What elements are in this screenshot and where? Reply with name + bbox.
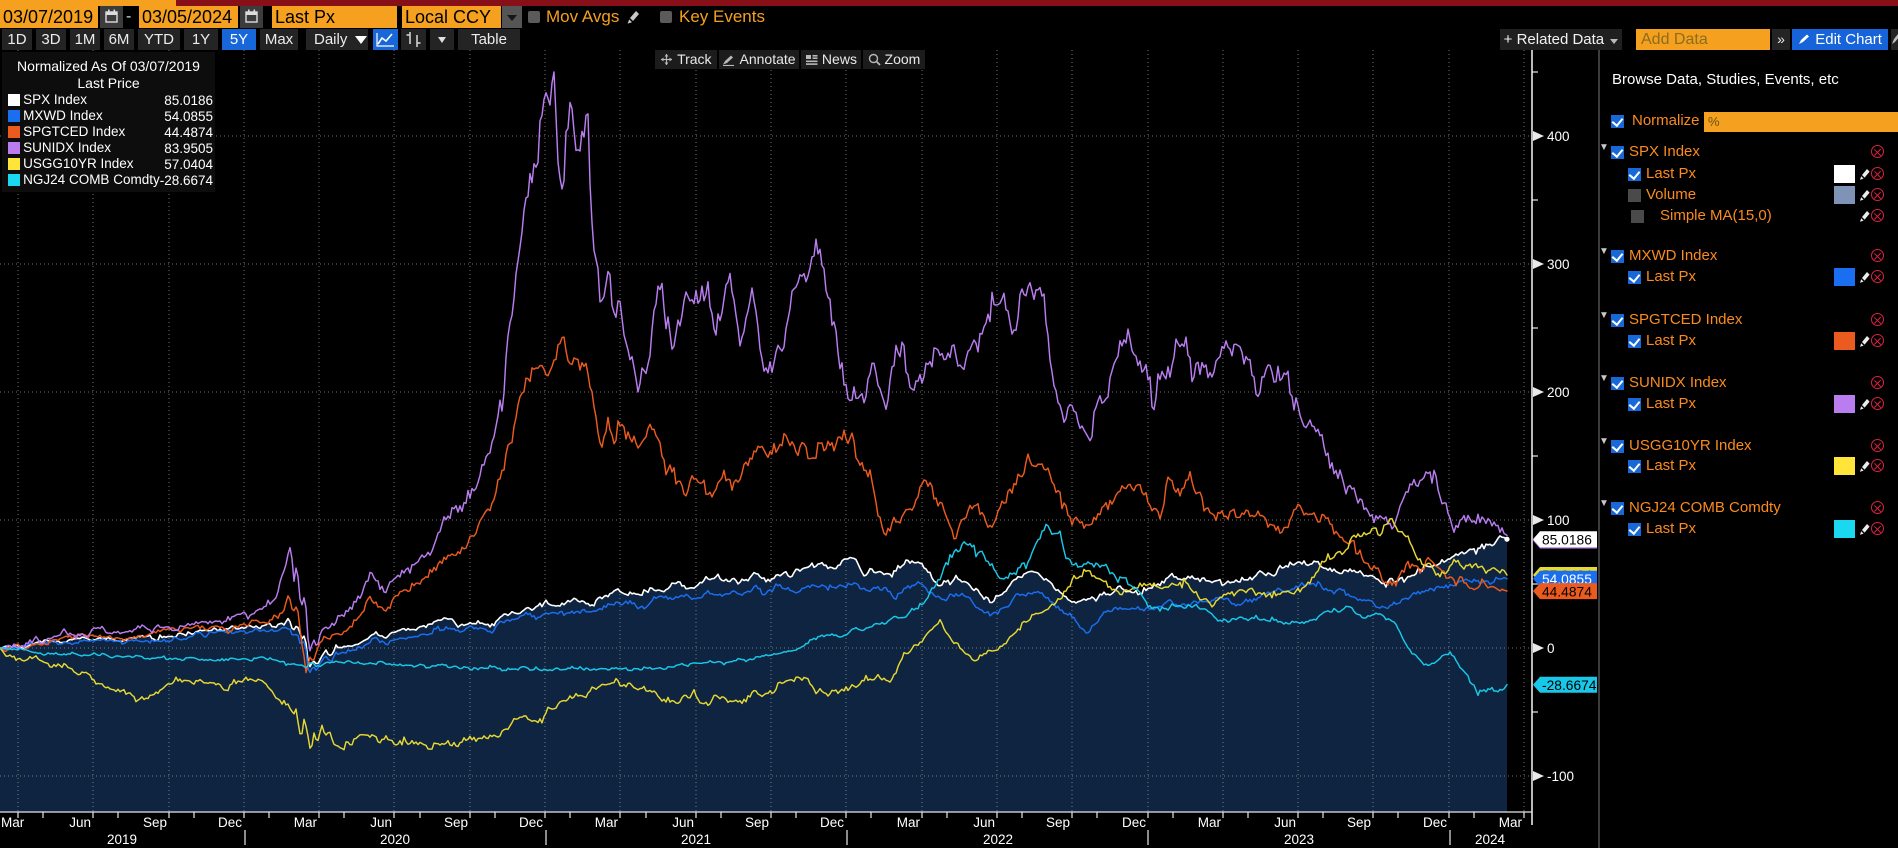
svg-text:Mar: Mar — [1198, 815, 1222, 830]
svg-text:Sep: Sep — [745, 815, 769, 830]
svg-text:Dec: Dec — [820, 815, 844, 830]
svg-text:Sep: Sep — [143, 815, 167, 830]
svg-text:Jun: Jun — [370, 815, 392, 830]
svg-text:Mar: Mar — [294, 815, 318, 830]
svg-text:-28.6674: -28.6674 — [1542, 678, 1597, 693]
svg-text:-100: -100 — [1547, 769, 1574, 784]
svg-text:100: 100 — [1547, 513, 1570, 528]
svg-text:2024: 2024 — [1475, 832, 1506, 847]
svg-text:Sep: Sep — [1046, 815, 1070, 830]
svg-text:Jun: Jun — [1274, 815, 1296, 830]
svg-text:0: 0 — [1547, 641, 1555, 656]
svg-text:2019: 2019 — [107, 832, 137, 847]
svg-text:Mar: Mar — [1499, 815, 1523, 830]
svg-text:Jun: Jun — [973, 815, 995, 830]
svg-text:2022: 2022 — [983, 832, 1013, 847]
svg-text:2020: 2020 — [380, 832, 410, 847]
svg-text:Jun: Jun — [69, 815, 91, 830]
svg-text:Jun: Jun — [672, 815, 694, 830]
svg-text:Sep: Sep — [1347, 815, 1371, 830]
svg-text:Dec: Dec — [1423, 815, 1447, 830]
svg-text:Mar: Mar — [595, 815, 619, 830]
svg-text:Dec: Dec — [519, 815, 543, 830]
svg-text:85.0186: 85.0186 — [1542, 532, 1592, 547]
svg-text:300: 300 — [1547, 257, 1570, 272]
svg-text:Sep: Sep — [444, 815, 468, 830]
svg-text:2021: 2021 — [681, 832, 711, 847]
svg-text:44.4874: 44.4874 — [1542, 584, 1592, 599]
svg-text:200: 200 — [1547, 385, 1570, 400]
svg-text:Dec: Dec — [1122, 815, 1146, 830]
svg-text:2023: 2023 — [1284, 832, 1314, 847]
svg-text:400: 400 — [1547, 129, 1570, 144]
svg-text:Dec: Dec — [218, 815, 242, 830]
svg-text:Mar: Mar — [897, 815, 921, 830]
svg-text:Mar: Mar — [1, 815, 25, 830]
